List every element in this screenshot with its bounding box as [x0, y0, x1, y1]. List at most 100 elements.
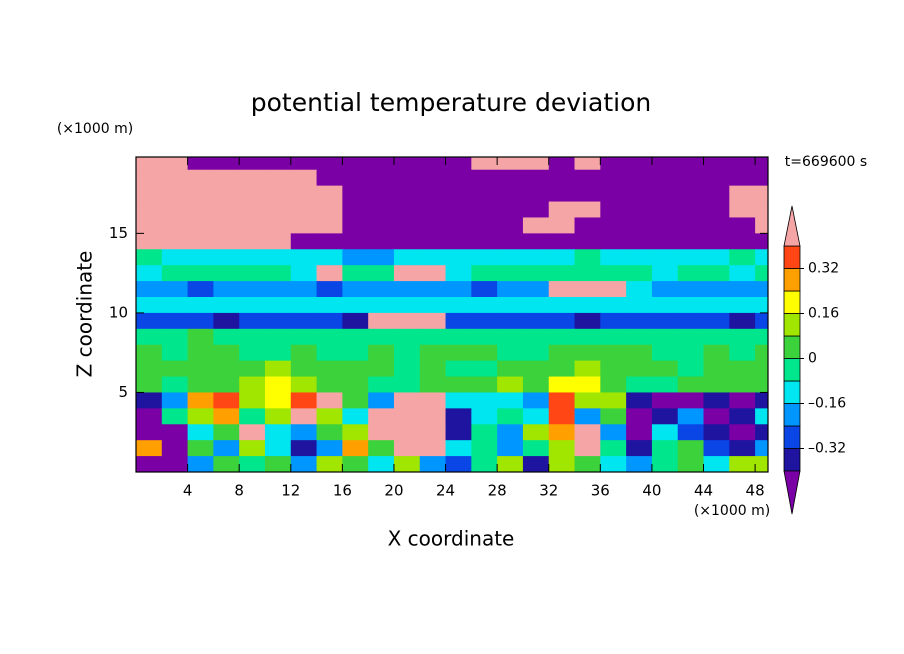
contour-cell	[755, 157, 768, 171]
contour-cell	[368, 157, 395, 171]
contour-cell	[497, 169, 524, 187]
contour-cell	[393, 328, 421, 346]
contour-cell	[626, 360, 653, 378]
colorbar-box	[783, 448, 801, 472]
contour-cell	[574, 424, 601, 441]
contour-cell	[677, 281, 705, 298]
contour-cell	[574, 249, 601, 266]
contour-cell	[497, 297, 524, 314]
contour-cell	[264, 344, 292, 362]
contour-cell	[471, 312, 498, 330]
contour-cell	[651, 233, 679, 250]
contour-cell	[368, 281, 395, 298]
contour-cell	[574, 408, 601, 425]
contour-cell	[703, 201, 730, 218]
contour-cell	[187, 249, 214, 266]
contour-cell	[497, 360, 524, 378]
contour-cell	[316, 392, 343, 409]
contour-cell	[677, 408, 705, 425]
contour-cell	[574, 157, 601, 171]
contour-cell	[290, 201, 318, 218]
contour-cell	[213, 297, 240, 314]
contour-cell	[239, 265, 266, 282]
contour-cell	[677, 456, 705, 472]
colorbar-box	[783, 313, 801, 337]
contour-cell	[136, 344, 163, 362]
contour-cell	[187, 360, 214, 378]
contour-cell	[136, 157, 163, 171]
contour-cell	[264, 312, 292, 330]
contour-cell	[239, 376, 266, 393]
contour-cell	[548, 169, 576, 187]
contour-cell	[677, 265, 705, 282]
contour-cell	[368, 249, 395, 266]
contour-cell	[239, 312, 266, 330]
contour-cell	[729, 376, 756, 393]
colorbar-triangle-bottom	[783, 470, 801, 515]
contour-cell	[136, 265, 163, 282]
contour-cell	[522, 456, 550, 472]
contour-cell	[703, 344, 730, 362]
contour-cell	[755, 233, 768, 250]
contour-cell	[626, 185, 653, 203]
contour-cell	[368, 456, 395, 472]
contour-cell	[729, 169, 756, 187]
contour-cell	[393, 392, 421, 409]
contour-cell	[471, 281, 498, 298]
contour-cell	[522, 157, 550, 171]
contour-cell	[600, 344, 627, 362]
contour-cell	[342, 408, 369, 425]
contour-cell	[290, 424, 318, 441]
contour-cell	[522, 344, 550, 362]
contour-cell	[574, 440, 601, 457]
contour-cell	[755, 392, 768, 409]
contour-cell	[522, 297, 550, 314]
colorbar-box	[783, 268, 801, 292]
contour-cell	[548, 360, 576, 378]
contour-cell	[677, 392, 705, 409]
contour-cell	[161, 233, 189, 250]
x-tick-label: 48	[746, 482, 765, 500]
contour-cell	[703, 157, 730, 171]
contour-cell	[445, 392, 472, 409]
contour-cell	[342, 201, 369, 218]
contour-cell	[755, 265, 768, 282]
contour-cell	[729, 185, 756, 203]
contour-cell	[213, 157, 240, 171]
contour-cell	[600, 281, 627, 298]
contour-cell	[316, 249, 343, 266]
contour-cell	[161, 297, 189, 314]
contour-cell	[600, 456, 627, 472]
contour-cell	[651, 360, 679, 378]
contour-cell	[290, 233, 318, 250]
contour-cell	[574, 376, 601, 393]
contour-cell	[161, 281, 189, 298]
contour-cell	[445, 281, 472, 298]
contour-cell	[445, 456, 472, 472]
contour-cell	[755, 169, 768, 187]
contour-cell	[471, 217, 498, 234]
contour-cell	[729, 312, 756, 330]
contour-cell	[548, 217, 576, 234]
contour-cell	[548, 344, 576, 362]
contour-cell	[290, 157, 318, 171]
contour-cell	[600, 157, 627, 171]
contour-cell	[419, 185, 447, 203]
contour-cell	[677, 344, 705, 362]
contour-cell	[574, 456, 601, 472]
contour-cell	[136, 312, 163, 330]
contour-cell	[213, 281, 240, 298]
contour-cell	[729, 440, 756, 457]
contour-cell	[548, 185, 576, 203]
contour-cell	[703, 281, 730, 298]
contour-cell	[393, 456, 421, 472]
contour-cell	[393, 201, 421, 218]
contour-cell	[136, 424, 163, 441]
contour-cell	[264, 169, 292, 187]
contour-cell	[161, 312, 189, 330]
contour-cell	[651, 217, 679, 234]
contour-cell	[497, 281, 524, 298]
contour-cell	[187, 233, 214, 250]
contour-cell	[316, 456, 343, 472]
